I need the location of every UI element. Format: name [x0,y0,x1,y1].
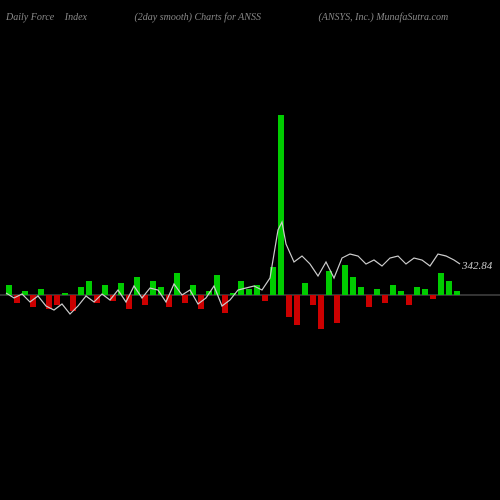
chart-header: Daily Force Index (2day smooth) Charts f… [0,12,500,23]
force-index-chart [0,30,500,490]
header-part4: (ANSYS, Inc.) MunafaSutra.com [318,12,448,23]
chart-area: 342.84 [0,30,500,490]
header-part2: Index [65,12,87,23]
price-label: 342.84 [462,260,492,272]
header-part1: Daily Force [6,12,54,23]
header-part3: (2day smooth) Charts for ANSS [134,12,261,23]
chart-container: Daily Force Index (2day smooth) Charts f… [0,0,500,500]
